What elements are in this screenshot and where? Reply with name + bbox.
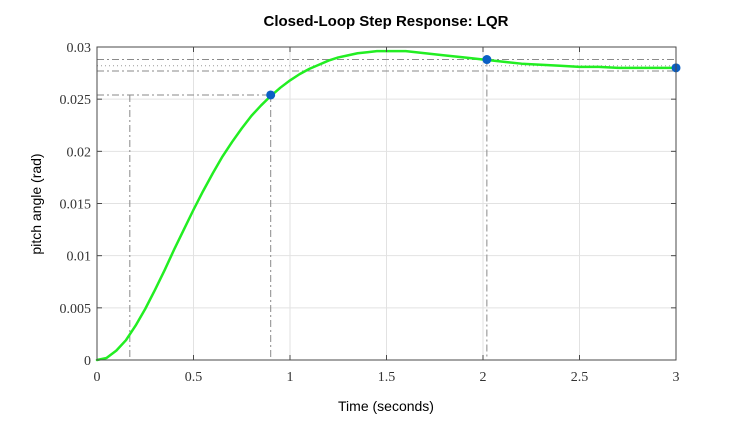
y-tick-labels: 0 0.005 0.01 0.015 0.02 0.025 0.03 <box>60 41 92 369</box>
y-tick-label: 0.015 <box>60 198 92 213</box>
y-tick-label: 0.03 <box>67 41 92 56</box>
x-tick-label: 0 <box>94 370 101 385</box>
data-marker <box>482 55 492 65</box>
x-tick-labels: 0 0.5 1 1.5 2 2.5 3 <box>94 370 680 385</box>
y-tick-label: 0.025 <box>60 93 92 108</box>
x-tick-label: 2 <box>480 370 487 385</box>
y-tick-label: 0.01 <box>67 250 92 265</box>
y-axis-label: pitch angle (rad) <box>28 153 44 254</box>
y-tick-label: 0.005 <box>60 302 92 317</box>
y-tick-label: 0 <box>84 354 91 369</box>
axes-box <box>96 46 677 361</box>
x-tick-label: 1 <box>287 370 294 385</box>
series-line <box>95 49 678 362</box>
grid-lines <box>96 46 677 361</box>
x-tick-label: 3 <box>673 370 680 385</box>
x-tick-label: 1.5 <box>378 370 396 385</box>
x-tick-label: 2.5 <box>571 370 589 385</box>
chart-title: Closed-Loop Step Response: LQR <box>263 13 508 30</box>
characteristic-reference-lines <box>97 59 676 360</box>
x-tick-label: 0.5 <box>185 370 203 385</box>
y-tick-label: 0.02 <box>67 145 92 160</box>
x-axis-label: Time (seconds) <box>338 398 434 414</box>
series-layer <box>95 49 678 362</box>
data-marker <box>266 90 276 100</box>
